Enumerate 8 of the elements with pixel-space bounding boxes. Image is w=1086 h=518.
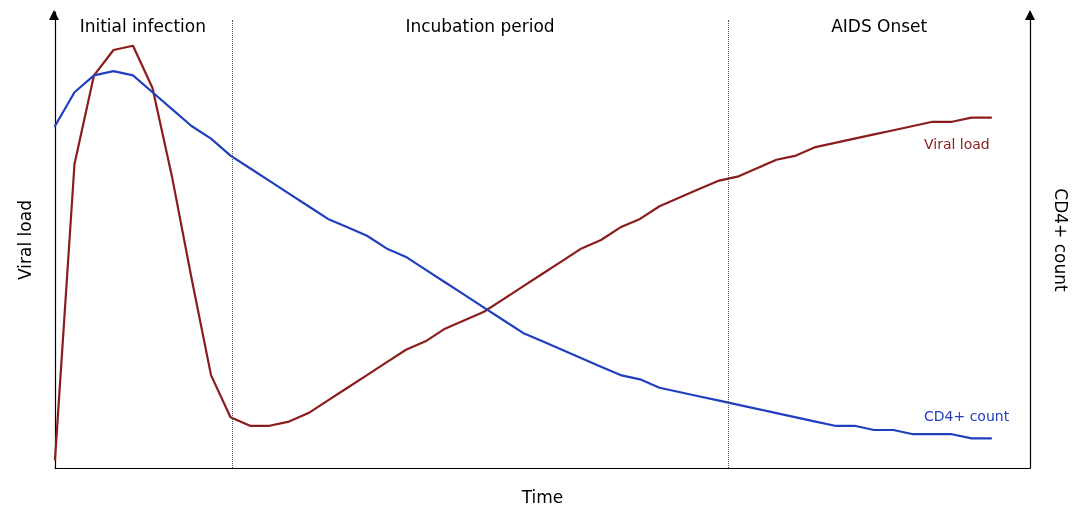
series-label: Viral load: [924, 135, 990, 152]
x-axis-title: Time: [520, 486, 564, 507]
text: Incubation period: [405, 16, 555, 36]
text: Initial infection: [79, 16, 206, 36]
series-label: CD4+ count: [924, 408, 1010, 425]
y-axis-title: Viral load: [14, 200, 35, 280]
text: AIDS Onset: [831, 16, 928, 36]
y2-axis-title: CD4+ count: [1050, 188, 1071, 293]
